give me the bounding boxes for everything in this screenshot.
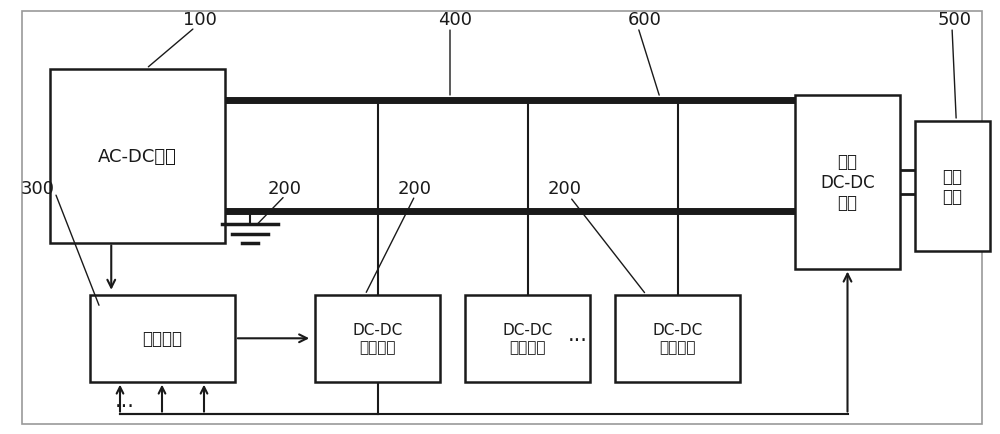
Text: 400: 400 [438,10,472,29]
Bar [465,295,590,382]
Text: AC-DC模块: AC-DC模块 [98,147,177,165]
Text: ···: ··· [568,331,588,351]
Bar [795,95,900,269]
Text: 300: 300 [21,180,55,198]
Bar [315,295,440,382]
Text: 200: 200 [268,180,302,198]
Text: DC-DC
充电模块: DC-DC 充电模块 [652,322,703,355]
Bar [90,295,235,382]
Text: 双向
DC-DC
模块: 双向 DC-DC 模块 [820,152,875,212]
Text: ···: ··· [115,396,135,416]
Bar [615,295,740,382]
Text: 储能
单元: 储能 单元 [942,167,962,206]
Text: 600: 600 [628,10,662,29]
Bar [915,122,990,252]
Text: 500: 500 [938,10,972,29]
Bar [50,69,225,243]
Text: DC-DC
充电模块: DC-DC 充电模块 [352,322,403,355]
Text: DC-DC
充电模块: DC-DC 充电模块 [502,322,553,355]
Text: 控制模块: 控制模块 [142,329,182,348]
Text: 200: 200 [548,180,582,198]
Text: 200: 200 [398,180,432,198]
Text: 100: 100 [183,10,217,29]
